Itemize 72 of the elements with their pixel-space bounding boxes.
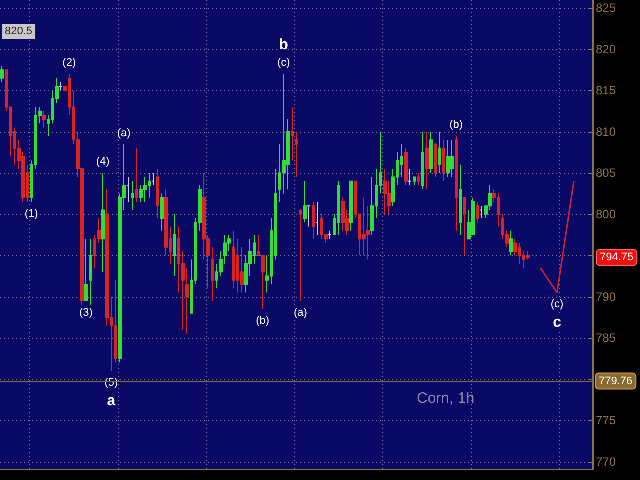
candlestick <box>143 176 147 203</box>
candlestick <box>480 206 483 220</box>
candlestick <box>299 210 302 302</box>
candlestick <box>455 136 458 232</box>
data-label: (c) c <box>550 298 564 332</box>
candlestick <box>295 131 298 178</box>
y-tick-label: 785 <box>596 331 616 346</box>
candlestick <box>312 202 315 240</box>
candlestick <box>89 238 92 306</box>
y-tick-label: 805 <box>596 166 616 180</box>
text: (3) <box>79 306 93 319</box>
candlestick <box>160 193 164 232</box>
candlestick <box>341 197 345 232</box>
candlestick <box>425 131 429 190</box>
candlestick <box>463 197 466 256</box>
y-tick-label: 810 <box>596 124 616 139</box>
text: 794.75 <box>600 252 634 264</box>
text: (b) <box>256 315 270 328</box>
text: b (c) <box>277 36 290 70</box>
text: Corn, 1h <box>417 390 475 407</box>
candlestick <box>429 131 433 174</box>
candlestick <box>404 148 408 186</box>
candlestick <box>413 176 416 186</box>
candlestick <box>303 180 307 224</box>
candlestick <box>316 202 319 236</box>
text: (1) <box>24 208 38 220</box>
candlestick <box>328 230 332 240</box>
candlestick <box>101 172 105 273</box>
y-tick-label: 775 <box>596 414 616 428</box>
y-tick-label: 815 <box>596 84 616 98</box>
candlestick <box>471 197 475 236</box>
candlestick <box>442 140 445 182</box>
candlestick <box>291 106 294 162</box>
candlestick <box>349 180 353 232</box>
candlestick <box>421 131 424 190</box>
candlestick <box>476 202 479 224</box>
y-tick-label: 820 <box>596 42 616 56</box>
text: (a) <box>294 306 308 319</box>
candlestick <box>434 144 437 178</box>
candlestick <box>459 164 462 236</box>
candlestick <box>127 176 130 203</box>
candlestick <box>509 230 513 256</box>
candlestick <box>211 246 214 302</box>
candlestick <box>84 238 88 302</box>
candlestick <box>337 180 340 236</box>
candlestick <box>446 140 450 178</box>
text: (b) <box>450 119 464 132</box>
candlestick <box>131 180 134 211</box>
candlestick <box>408 168 412 186</box>
candlestick <box>417 172 420 186</box>
candlestick <box>0 65 4 83</box>
candlestick <box>152 172 155 186</box>
candlestick <box>232 230 235 290</box>
annotation: 820.5 <box>5 26 33 38</box>
candlestick <box>450 140 454 178</box>
candlestick <box>156 168 159 220</box>
candlestick <box>362 197 366 256</box>
candlestick <box>59 82 63 92</box>
y-tick-label: 825 <box>596 1 616 16</box>
candlestick <box>135 148 138 203</box>
y-tick-label: 770 <box>596 454 616 469</box>
ref-line-label: 779.76 <box>599 375 633 388</box>
candlestick <box>173 214 176 277</box>
y-tick-label: 790 <box>596 290 616 304</box>
text: (a) <box>117 127 131 140</box>
candlestick <box>383 168 387 215</box>
candlestick <box>42 110 46 128</box>
candlestick <box>438 131 441 174</box>
text: (4) <box>96 156 110 168</box>
text: (2) <box>62 57 76 70</box>
y-tick-label: 800 <box>596 207 616 222</box>
candlestick <box>307 206 311 228</box>
